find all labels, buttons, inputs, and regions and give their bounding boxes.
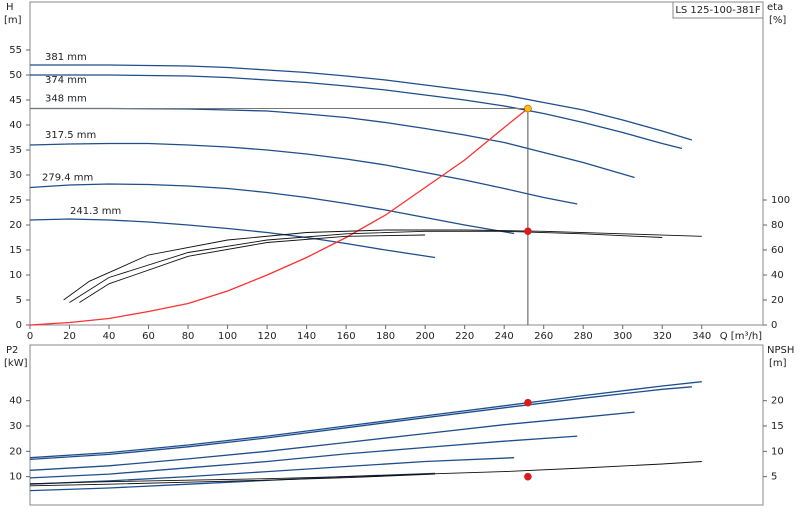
y2-tick-label: 80 [771, 220, 784, 231]
y2-tick-label: 15 [771, 421, 784, 432]
curve [29, 386, 692, 461]
curve [29, 107, 529, 326]
curve [29, 435, 578, 479]
curve [30, 107, 635, 179]
y-tick-label: 20 [9, 220, 22, 231]
y2-tick-label: 40 [771, 270, 784, 281]
y-tick-label: 15 [9, 245, 22, 256]
curve [29, 461, 702, 485]
curve [29, 142, 578, 205]
y-tick-label: 0 [16, 320, 22, 331]
curve [29, 218, 436, 259]
y-tick-label: 30 [9, 421, 22, 432]
y-tick-label: 45 [9, 95, 22, 106]
curve [79, 234, 426, 303]
curve [29, 457, 515, 485]
y2-axis-label: NPSH [767, 345, 794, 356]
y-tick-label: 10 [9, 270, 22, 281]
chart-title: LS 125-100-381F [675, 5, 761, 16]
y2-tick-label: 60 [771, 245, 784, 256]
x-tick-label: 140 [297, 331, 316, 342]
y2-tick-label: 5 [771, 472, 777, 483]
y2-axis-unit: [m] [769, 358, 787, 369]
y-tick-label: 50 [9, 70, 22, 81]
operating-point [524, 472, 532, 481]
operating-point [524, 227, 532, 236]
x-tick-label: 60 [142, 331, 155, 342]
operating-point [524, 398, 532, 407]
operating-point [524, 104, 532, 113]
y2-tick-label: 20 [771, 396, 784, 407]
curve-label: 374 mm [45, 75, 87, 86]
y-tick-label: 35 [9, 145, 22, 156]
x-tick-label: 20 [63, 331, 76, 342]
curve [29, 381, 702, 459]
curve-label: 317.5 mm [45, 130, 96, 141]
y-tick-label: 40 [9, 396, 22, 407]
title-box [672, 1, 764, 19]
curve [30, 64, 693, 141]
x-tick-label: 340 [692, 331, 711, 342]
curve [69, 230, 663, 303]
x-tick-label: 240 [495, 331, 514, 342]
y2-tick-label: 20 [771, 295, 784, 306]
y-tick-label: 5 [16, 295, 22, 306]
plot-frame [29, 1, 764, 326]
y-tick-label: 10 [9, 472, 22, 483]
y-axis-label: P2 [6, 345, 18, 356]
x-tick-label: 300 [613, 331, 632, 342]
x-tick-label: 100 [218, 331, 237, 342]
curve-label: 241.3 mm [70, 206, 121, 217]
curve-label: 279.4 mm [42, 173, 93, 184]
curve [63, 229, 702, 301]
curve [29, 411, 635, 471]
x-tick-label: 120 [258, 331, 277, 342]
x-tick-label: 0 [27, 331, 33, 342]
y-axis-unit: [m] [4, 15, 22, 26]
y-tick-label: 40 [9, 120, 22, 131]
y2-tick-label: 0 [771, 320, 777, 331]
y-axis-unit: [kW] [4, 358, 28, 369]
curve [29, 183, 515, 235]
x-tick-label: 320 [653, 331, 672, 342]
x-axis-label: Q [m³/h] [720, 331, 762, 342]
x-tick-label: 180 [376, 331, 395, 342]
y-tick-label: 20 [9, 446, 22, 457]
x-tick-label: 80 [182, 331, 195, 342]
curve-label: 381 mm [45, 52, 87, 63]
x-tick-label: 260 [534, 331, 553, 342]
x-tick-label: 280 [574, 331, 593, 342]
x-tick-label: 160 [337, 331, 356, 342]
y-tick-label: 25 [9, 195, 22, 206]
y-tick-label: 55 [9, 45, 22, 56]
x-tick-label: 40 [103, 331, 116, 342]
y2-axis-label: eta [767, 2, 783, 13]
curve [30, 74, 683, 150]
y2-axis-unit: [%] [769, 15, 786, 26]
curve [29, 473, 436, 487]
plot-frame [29, 344, 764, 506]
curve-label: 348 mm [45, 94, 87, 105]
x-tick-label: 220 [455, 331, 474, 342]
y2-tick-label: 100 [771, 195, 790, 206]
y2-tick-label: 10 [771, 446, 784, 457]
y-axis-label: H [6, 2, 14, 13]
y-tick-label: 30 [9, 170, 22, 181]
x-tick-label: 200 [416, 331, 435, 342]
